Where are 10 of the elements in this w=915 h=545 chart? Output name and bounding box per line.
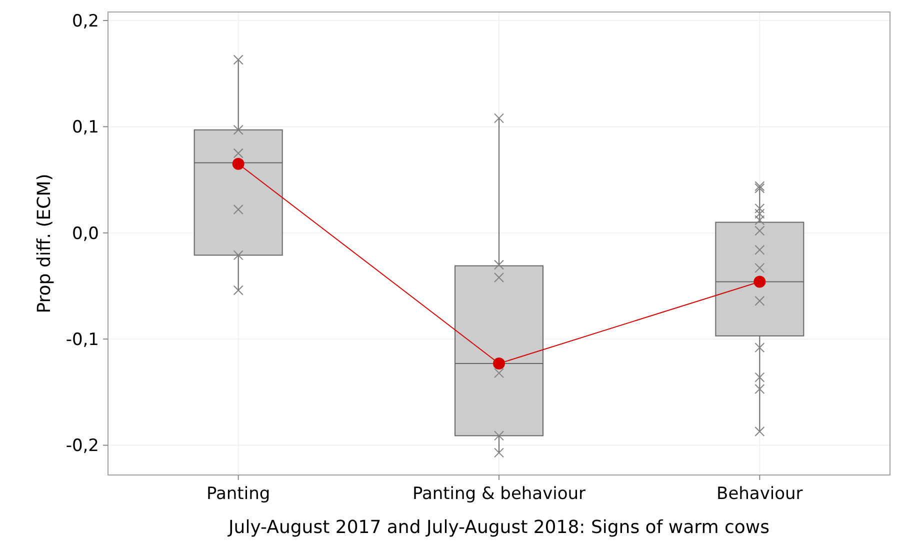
x-axis-title: July-August 2017 and July-August 2018: Signs of warm cows xyxy=(228,517,770,538)
x-tick-label: Behaviour xyxy=(716,484,803,504)
x-tick-label: Panting xyxy=(206,484,270,504)
y-tick-label: 0,2 xyxy=(72,11,99,32)
y-tick-label: 0,1 xyxy=(72,118,99,138)
x-tick-label: Panting & behaviour xyxy=(412,484,586,504)
y-tick-label: -0,1 xyxy=(66,330,99,350)
y-tick-label: 0,0 xyxy=(72,224,99,244)
y-axis-title: Prop diff. (ECM) xyxy=(34,174,55,314)
y-tick-label: -0,2 xyxy=(66,436,99,456)
